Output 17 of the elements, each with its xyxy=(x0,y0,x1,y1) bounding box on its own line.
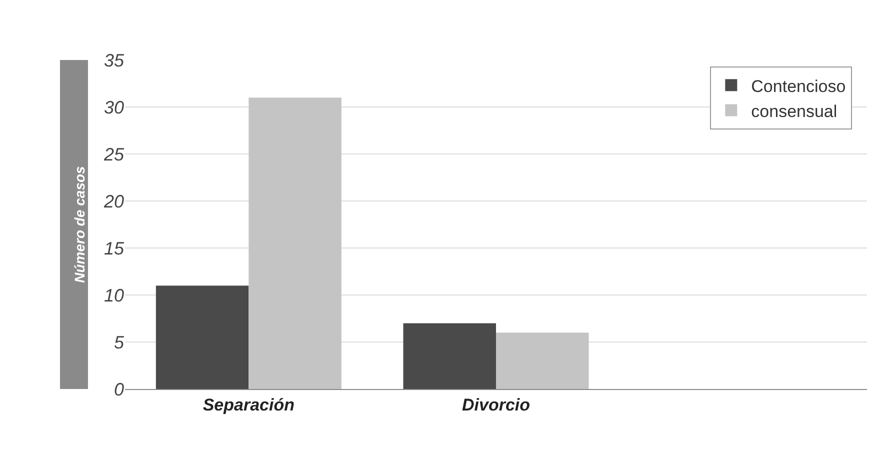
y-tick-label: 15 xyxy=(104,238,125,258)
legend-label: consensual xyxy=(751,102,838,121)
bar xyxy=(403,323,496,389)
y-tick-label: 30 xyxy=(104,97,124,118)
y-axis-title: Número de casos xyxy=(72,166,88,283)
y-tick-label: 25 xyxy=(102,144,125,164)
bar xyxy=(156,286,249,389)
y-tick-label: 5 xyxy=(114,332,125,352)
y-tick-label: 35 xyxy=(104,50,125,70)
y-tick-label: 10 xyxy=(104,285,124,306)
bar xyxy=(248,98,342,389)
y-tick-label: 20 xyxy=(102,191,124,212)
x-tick-label: Divorcio xyxy=(462,395,530,414)
x-tick-label: Separación xyxy=(202,395,294,414)
bar xyxy=(496,332,589,389)
legend-label: Contencioso xyxy=(751,76,846,96)
y-tick-label: 0 xyxy=(114,379,124,400)
